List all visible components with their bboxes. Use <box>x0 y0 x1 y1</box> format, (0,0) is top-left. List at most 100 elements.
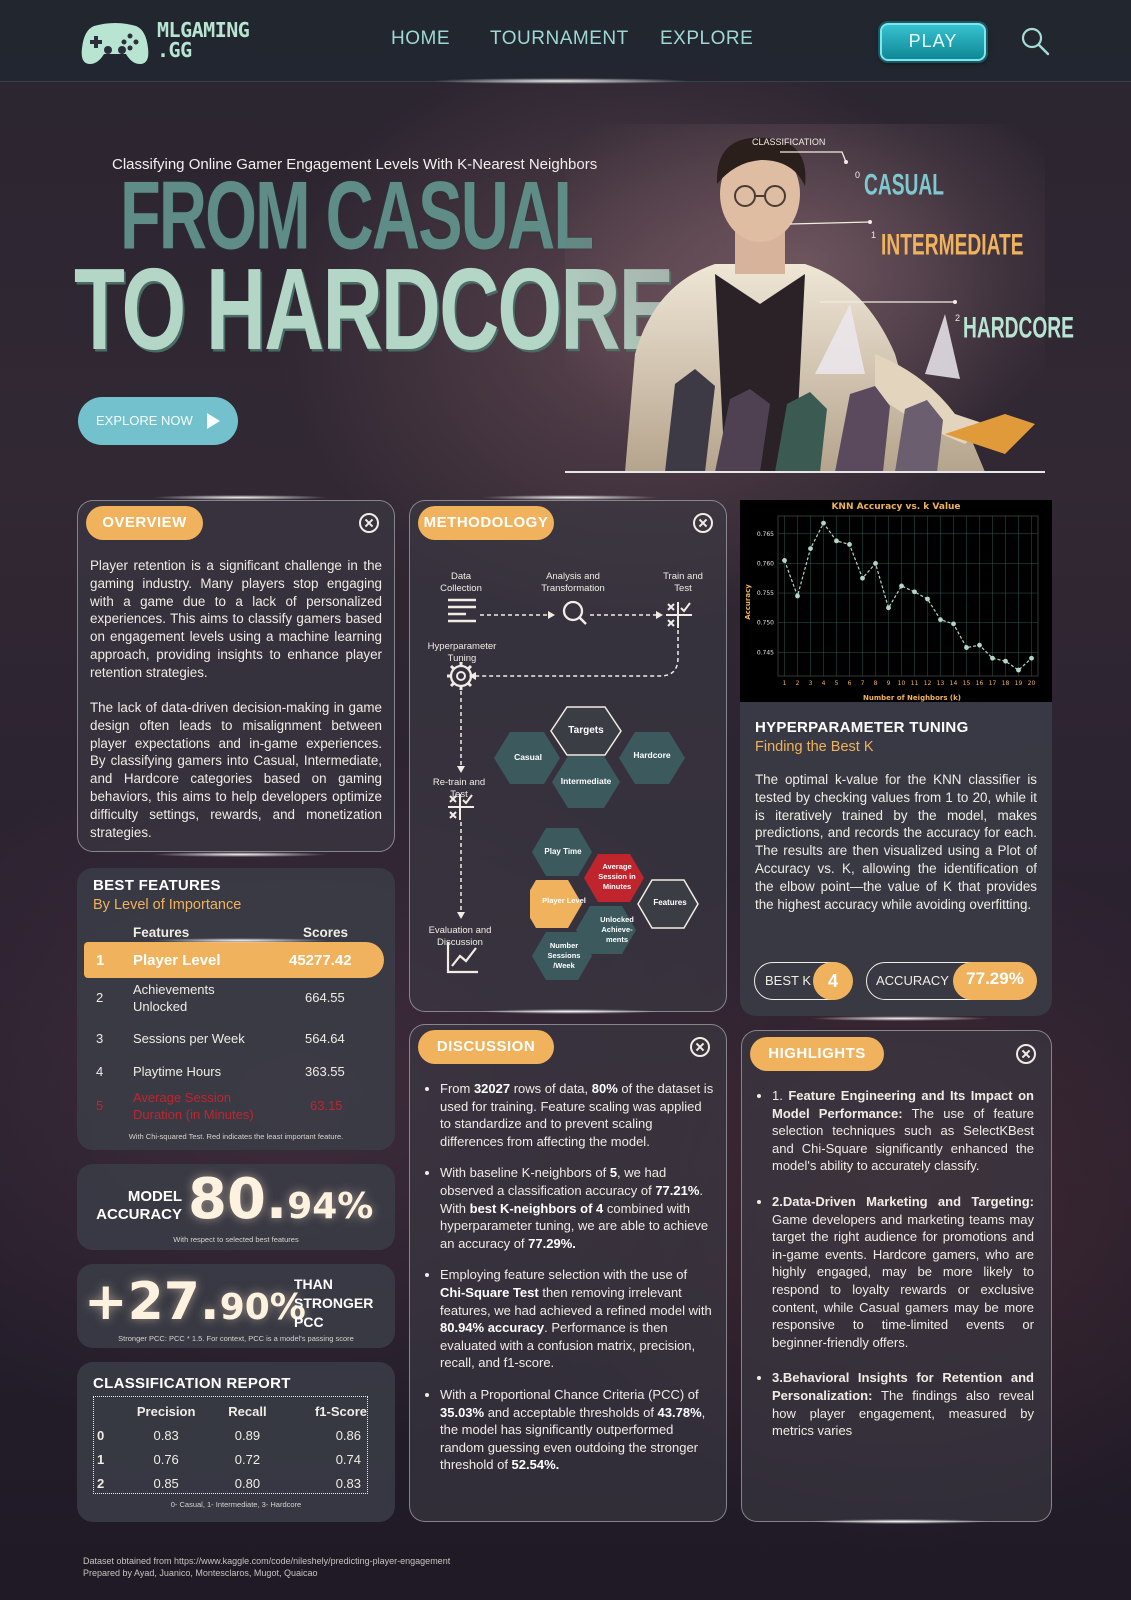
step-train-test-label: Train and Test <box>663 571 703 594</box>
chart-xtick-label: 10 <box>898 680 906 687</box>
features-hex <box>637 879 699 929</box>
cr-recall: 0.72 <box>234 1451 261 1467</box>
footer-authors: Prepared by Ayad, Juanico, Montesclaros,… <box>83 1568 318 1578</box>
chart-data-point <box>1016 667 1021 673</box>
best-k-value: 4 <box>813 961 853 1000</box>
feature-name: Playtime Hours <box>133 1064 222 1079</box>
play-time-hex <box>532 828 592 876</box>
chart-xtick-label: 9 <box>887 680 891 687</box>
cr-recall: 0.89 <box>234 1427 261 1443</box>
avg-session-hex-label: Average Session in Minutes <box>598 862 636 891</box>
feature-score-least: 63.15 <box>310 1098 343 1113</box>
chart-xtick-label: 16 <box>976 680 984 687</box>
explore-now-label: EXPLORE NOW <box>96 413 193 428</box>
chart-xtick-label: 1 <box>783 680 787 687</box>
chart-xtick-label: 15 <box>963 680 971 687</box>
tuning-glow <box>810 1016 990 1021</box>
pcc-int: +27. <box>84 1272 220 1332</box>
discussion-title: DISCUSSION <box>418 1030 554 1064</box>
tuning-body: The optimal k-value for the KNN classifi… <box>755 772 1037 912</box>
cr-header-f1: f1-Score <box>314 1403 367 1419</box>
nav-explore-link[interactable]: EXPLORE <box>660 28 754 49</box>
chart-xtick-label: 17 <box>989 680 997 687</box>
chart-data-point <box>964 645 969 650</box>
chart-xtick-label: 3 <box>809 680 813 687</box>
gamepad-logo-icon[interactable] <box>80 18 150 68</box>
hardcore-hex <box>619 732 685 784</box>
discussion-item: With baseline K-neighbors of 5, we had o… <box>440 1164 716 1252</box>
logo-text[interactable]: MLGAMING .GG <box>157 20 250 62</box>
best-features-title: BEST FEATURES <box>93 877 221 894</box>
cr-class: 0 <box>97 1427 105 1443</box>
best-features-note: With Chi-squared Test. Red indicates the… <box>128 1132 344 1141</box>
magnifier-icon <box>562 600 587 625</box>
evaluation-chart-icon <box>446 942 478 974</box>
feature-rank: 1 <box>96 952 105 969</box>
avg-session-hex <box>584 854 644 902</box>
class-0-number: 0 <box>855 170 861 180</box>
overview-bottom-glow <box>150 852 330 857</box>
play-time-hex-label: Play Time <box>544 847 582 856</box>
best-k-label: BEST K <box>765 973 812 988</box>
step-hyperparameter-label: Hyperparameter Tuning <box>427 641 497 664</box>
logo-line2: .GG <box>157 38 192 62</box>
chart-data-point <box>1003 658 1008 664</box>
feature-rank: 4 <box>96 1064 104 1079</box>
retrain-icon <box>448 794 474 820</box>
feature-name: Sessions per Week <box>133 1031 245 1046</box>
footer: Dataset obtained from https://www.kaggle… <box>83 1555 450 1579</box>
classification-report-title: CLASSIFICATION REPORT <box>93 1375 291 1392</box>
chart-xtick-label: 6 <box>848 680 852 687</box>
nav-tournament-link[interactable]: TOURNAMENT <box>490 28 629 49</box>
class-2-number: 2 <box>955 313 961 323</box>
chart-xtick-label: 7 <box>861 680 865 687</box>
cr-precision: 0.85 <box>153 1475 179 1491</box>
class-casual-label: CASUAL <box>864 168 944 202</box>
search-icon[interactable] <box>1020 26 1050 56</box>
explore-now-button[interactable]: EXPLORE NOW <box>78 397 238 445</box>
chart-data-point <box>782 558 787 563</box>
feature-score: 363.55 <box>305 1064 345 1079</box>
chart-xtick-label: 13 <box>937 680 945 687</box>
model-accuracy-value: 80.94% <box>188 1172 373 1235</box>
hardcore-hex-label: Hardcore <box>633 750 671 760</box>
cr-class: 2 <box>97 1475 105 1491</box>
highlights-close-icon[interactable] <box>1016 1044 1036 1064</box>
chart-xlabel: Number of Neighbors (k) <box>863 694 961 702</box>
classification-heading: CLASSIFICATION <box>752 137 826 147</box>
feature-score: 664.55 <box>305 990 345 1005</box>
discussion-item: With a Proportional Chance Criteria (PCC… <box>440 1386 716 1474</box>
chart-xtick-label: 20 <box>1028 680 1036 687</box>
nav-home-link[interactable]: HOME <box>391 28 450 49</box>
intermediate-hex-label: Intermediate <box>560 776 612 786</box>
model-accuracy-int: 80. <box>188 1167 288 1232</box>
classification-report-table-border <box>93 1396 368 1494</box>
hero-title-line1: FROM CASUAL <box>120 161 594 270</box>
accuracy-value: 77.29% <box>953 961 1037 1000</box>
chart-xtick-label: 8 <box>874 680 878 687</box>
class-hardcore-label: HARDCORE <box>963 311 1074 345</box>
footer-dataset-source: Dataset obtained from https://www.kaggle… <box>83 1556 451 1566</box>
player-level-hex-label: Player Level <box>542 896 586 905</box>
model-accuracy-note: With respect to selected best features <box>173 1235 299 1244</box>
accuracy-label: ACCURACY <box>876 973 949 988</box>
chart-xtick-label: 11 <box>911 680 919 687</box>
overview-card <box>77 500 395 852</box>
pcc-dec: 90% <box>219 1287 306 1328</box>
model-accuracy-dec: 94% <box>287 1186 374 1227</box>
chart-title: KNN Accuracy vs. k Value <box>831 502 960 512</box>
chart-ytick-label: 0.745 <box>757 649 774 656</box>
classification-report-card <box>77 1362 395 1522</box>
cr-precision: 0.76 <box>153 1451 179 1467</box>
chart-data-point <box>873 561 878 566</box>
methodology-close-icon[interactable] <box>693 513 713 533</box>
step-evaluation-label: Evaluation and Discussion <box>428 925 492 948</box>
play-button[interactable]: PLAY <box>880 23 986 61</box>
class-intermediate-label: INTERMEDIATE <box>881 228 1024 262</box>
chart-series-line <box>783 521 1032 671</box>
chart-data-point <box>834 538 839 544</box>
step-analysis-label: Analysis and Transformation <box>541 571 605 594</box>
unlocked-hex <box>576 906 636 954</box>
discussion-close-icon[interactable] <box>690 1037 710 1057</box>
overview-close-icon[interactable] <box>359 513 379 533</box>
